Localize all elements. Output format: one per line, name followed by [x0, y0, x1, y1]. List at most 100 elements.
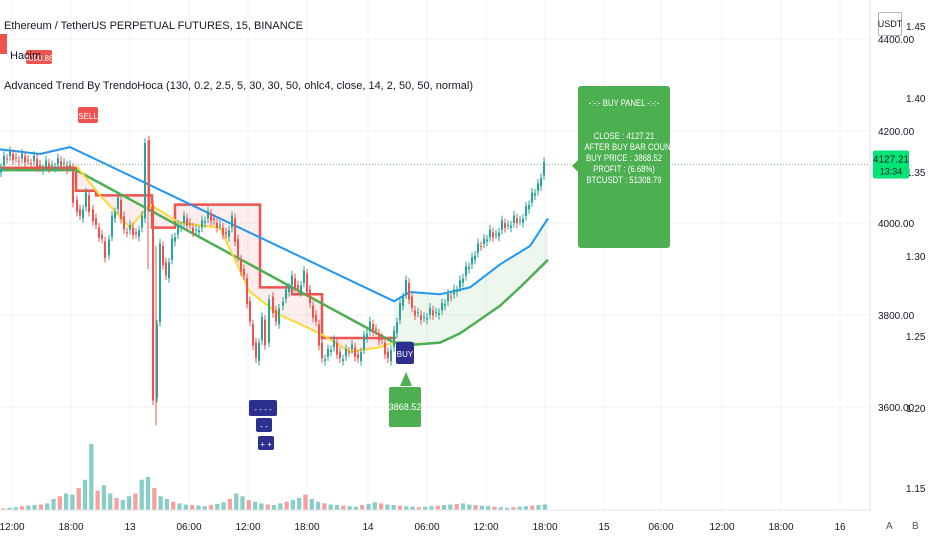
candle-body — [36, 158, 38, 168]
volume-bar — [366, 503, 371, 510]
candle-body — [504, 223, 506, 229]
exit-mark-label: - - — [260, 422, 268, 431]
volume-bar — [416, 507, 422, 510]
secondary-scale-tick: 1.40 — [906, 94, 926, 105]
candle-body — [447, 293, 449, 302]
log-scale-button[interactable]: B — [912, 521, 919, 532]
buy-price-flag[interactable] — [389, 387, 421, 427]
candle-body — [126, 232, 128, 234]
candle-body — [318, 324, 320, 346]
candle-body — [333, 339, 335, 348]
candle-body — [348, 351, 350, 353]
series-line-trend_lower — [0, 168, 549, 347]
volume-study-label[interactable]: Hacim — [10, 50, 42, 62]
candle-body — [66, 165, 68, 170]
candle-body — [543, 161, 545, 176]
candle-body — [354, 347, 356, 357]
currency-button[interactable]: USDT — [878, 12, 902, 36]
price-tick-label: 3800.00 — [878, 311, 915, 322]
candle-body — [369, 321, 371, 332]
volume-bar — [82, 479, 88, 510]
sell-signal-box[interactable] — [78, 107, 98, 123]
volume-bar — [460, 503, 466, 510]
sell-price-label: 4090.86 — [25, 54, 54, 63]
indicator-label[interactable]: Advanced Trend By TrendoHoca (130, 0.2, … — [4, 80, 474, 92]
candle-body — [88, 195, 90, 212]
candle-body — [114, 211, 116, 219]
volume-bar — [517, 506, 522, 510]
volume-bar — [227, 499, 233, 510]
candle-body — [531, 192, 533, 203]
volume-bar — [202, 506, 207, 510]
time-tick-label: 12:00 — [709, 522, 734, 533]
volume-bar — [334, 505, 340, 510]
candle-body — [15, 157, 17, 159]
candle-body — [246, 278, 248, 304]
buy-signal-box[interactable] — [396, 342, 414, 364]
candle-body — [300, 285, 302, 292]
candle-body — [60, 160, 62, 166]
volume-bar — [196, 505, 201, 510]
exit-mark-box[interactable] — [249, 400, 277, 416]
signal-layer[interactable]: SELL 4090.86 - - - - - - + + BUY 3868.52 — [0, 34, 421, 450]
candle-body — [123, 216, 125, 230]
entry-mark-box[interactable] — [258, 436, 274, 450]
candle-body — [324, 359, 326, 361]
time-tick-label: 18:00 — [768, 522, 793, 533]
volume-bar — [139, 479, 144, 510]
buy-panel-profit: PROFIT : (6.68%) — [593, 164, 655, 174]
last-price-badge[interactable] — [873, 150, 909, 179]
volume-bar — [164, 499, 170, 510]
candle-body — [180, 225, 182, 228]
volume-bar — [120, 500, 125, 510]
candle-body — [468, 267, 470, 269]
exit-mark-box[interactable] — [256, 418, 272, 432]
volume-bar — [315, 501, 321, 510]
buy-panel-buy-price: BUY PRICE : 3868.52 — [585, 153, 663, 163]
time-tick-label: 12:00 — [473, 522, 498, 533]
candle-body — [471, 257, 473, 265]
candle-body — [438, 313, 440, 315]
candle-body — [540, 178, 542, 187]
volume-bar — [108, 493, 113, 510]
candle-body — [285, 289, 287, 299]
candle-body — [275, 310, 277, 322]
candle-body — [243, 269, 245, 276]
candle-body — [315, 315, 317, 322]
volume-bar — [177, 503, 182, 510]
sell-signal-label: SELL — [78, 112, 98, 121]
time-tick-label: 18:00 — [532, 522, 557, 533]
volume-bar — [133, 493, 138, 510]
auto-scale-button[interactable]: A — [886, 521, 893, 532]
candle-body — [138, 230, 140, 237]
volume-bar — [454, 503, 459, 510]
time-tick-label: 06:00 — [176, 522, 201, 533]
volume-bar — [479, 505, 485, 510]
candle-body — [360, 352, 362, 361]
candle-body — [462, 278, 464, 283]
candle-body — [222, 227, 224, 235]
candle-body — [240, 259, 242, 272]
volume-bar — [467, 504, 472, 510]
candle-body — [495, 234, 497, 236]
sell-price-flag[interactable] — [26, 50, 52, 64]
candle-body — [204, 221, 206, 223]
candle-body — [63, 162, 65, 164]
candle-body — [384, 342, 386, 355]
volume-bar — [284, 501, 289, 510]
candle-body — [21, 153, 23, 159]
candle-body — [420, 315, 422, 321]
candle-body — [30, 163, 32, 165]
candle-body — [231, 215, 233, 228]
candle-body — [76, 200, 78, 212]
candle-body — [33, 155, 35, 161]
candle-body — [18, 160, 20, 162]
candle-body — [387, 351, 389, 359]
volume-bar — [391, 505, 396, 510]
series-line-ma_fast — [0, 146, 549, 303]
secondary-scale-tick: 1.35 — [906, 168, 926, 179]
price-tick-label: 4200.00 — [878, 127, 915, 138]
candle-body — [405, 280, 407, 295]
